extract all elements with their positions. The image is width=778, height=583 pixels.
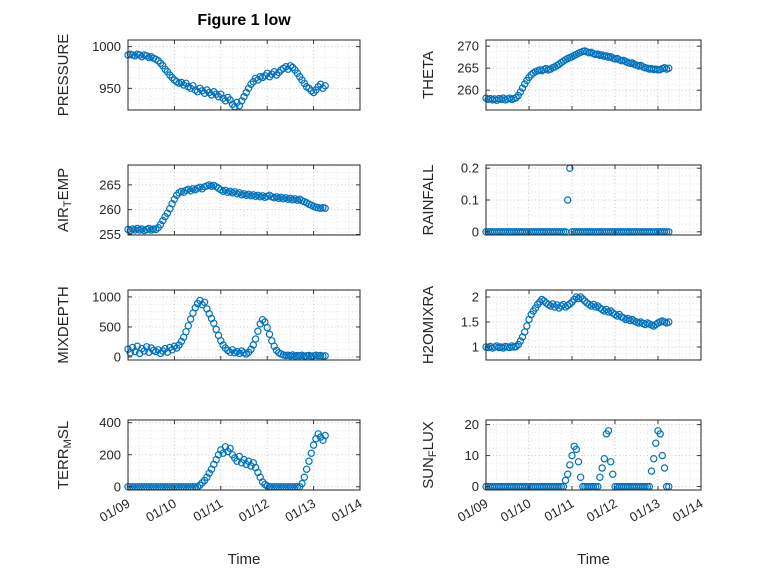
svg-text:265: 265 bbox=[99, 177, 121, 192]
ylabel-air-temp: AIRTEMP bbox=[55, 168, 74, 232]
subplot-pressure: 950 1000 PRESSURE bbox=[55, 34, 361, 117]
svg-text:1000: 1000 bbox=[92, 39, 121, 54]
y-tick-labels: 0 200 400 bbox=[99, 415, 121, 494]
subplot-theta: 260 265 270 THETA bbox=[420, 39, 702, 111]
svg-text:0: 0 bbox=[472, 224, 479, 239]
svg-text:01/11: 01/11 bbox=[190, 496, 225, 525]
svg-text:0: 0 bbox=[114, 349, 121, 364]
minor-grid bbox=[128, 165, 360, 235]
axes-frame bbox=[485, 419, 702, 491]
axes-frame bbox=[485, 164, 702, 236]
subplot-sun-flux: 0 10 20 SUNFLUX 01/09 01/10 01/11 01/12 01/13 01/… bbox=[420, 417, 706, 525]
ylabel-sun-flux: SUNFLUX bbox=[420, 421, 439, 489]
ylabel-theta: THETA bbox=[420, 51, 437, 99]
svg-text:2: 2 bbox=[472, 290, 479, 305]
svg-text:01/12: 01/12 bbox=[584, 496, 620, 525]
svg-text:1: 1 bbox=[472, 340, 479, 355]
svg-text:20: 20 bbox=[465, 417, 479, 432]
xlabel-time-left: Time bbox=[227, 551, 261, 568]
subplot-mixdepth: 0 500 1000 MIXDEPTH bbox=[55, 286, 361, 364]
svg-text:200: 200 bbox=[99, 447, 121, 462]
figure-title: Figure 1 low bbox=[197, 12, 291, 29]
data-points bbox=[482, 293, 673, 352]
svg-text:1.5: 1.5 bbox=[461, 315, 479, 330]
axes-frame bbox=[485, 39, 702, 111]
svg-text:270: 270 bbox=[457, 39, 479, 54]
y-tick-labels: 0 10 20 bbox=[465, 417, 479, 494]
data-points bbox=[124, 296, 329, 360]
svg-text:01/11: 01/11 bbox=[542, 496, 577, 525]
ylabel-mixdepth: MIXDEPTH bbox=[55, 286, 72, 364]
svg-text:0: 0 bbox=[114, 479, 121, 494]
y-tick-labels: 11.52 bbox=[461, 290, 479, 355]
axes-frame bbox=[485, 289, 702, 361]
svg-text:0.1: 0.1 bbox=[461, 193, 479, 208]
svg-text:950: 950 bbox=[99, 81, 121, 96]
minor-grid bbox=[486, 420, 701, 490]
svg-text:01/10: 01/10 bbox=[498, 496, 534, 525]
y-tick-labels: 950 1000 bbox=[92, 39, 121, 96]
subplot-rainfall: 0 0.1 0.2 RAINFALL bbox=[420, 161, 702, 240]
axes-frame bbox=[127, 164, 361, 236]
svg-text:0: 0 bbox=[472, 479, 479, 494]
svg-text:10: 10 bbox=[465, 448, 479, 463]
svg-text:01/09: 01/09 bbox=[97, 496, 133, 525]
ylabel-rainfall: RAINFALL bbox=[420, 165, 437, 236]
axes-frame bbox=[127, 39, 361, 111]
svg-text:260: 260 bbox=[99, 202, 121, 217]
svg-text:01/12: 01/12 bbox=[236, 496, 272, 525]
data-points bbox=[482, 47, 673, 105]
ylabel-h2omixra: H2OMIXRA bbox=[420, 286, 437, 364]
y-tick-labels: 260 265 270 bbox=[457, 39, 479, 98]
svg-text:01/13: 01/13 bbox=[282, 496, 318, 525]
y-tick-labels: 0 0.1 0.2 bbox=[461, 161, 479, 240]
svg-text:255: 255 bbox=[99, 227, 121, 242]
svg-text:01/14: 01/14 bbox=[670, 496, 706, 525]
svg-text:01/13: 01/13 bbox=[627, 496, 663, 525]
data-points bbox=[124, 181, 329, 235]
y-tick-labels: 255 260 265 bbox=[99, 177, 121, 242]
x-tick-labels: 01/09 01/10 01/11 01/12 01/13 01/14 bbox=[455, 496, 706, 525]
data-points bbox=[124, 50, 329, 111]
subplot-air-temp: 255 260 265 AIRTEMP bbox=[55, 164, 361, 242]
axes-frame bbox=[127, 289, 361, 361]
svg-text:01/09: 01/09 bbox=[455, 496, 491, 525]
svg-text:500: 500 bbox=[99, 319, 121, 334]
svg-text:265: 265 bbox=[457, 61, 479, 76]
svg-text:0.2: 0.2 bbox=[461, 161, 479, 176]
svg-text:400: 400 bbox=[99, 415, 121, 430]
ylabel-terr-msl: TERRMSL bbox=[55, 421, 74, 489]
y-tick-labels: 0 500 1000 bbox=[92, 289, 121, 364]
xlabel-time-right: Time bbox=[577, 551, 610, 568]
svg-text:1000: 1000 bbox=[92, 289, 121, 304]
svg-text:260: 260 bbox=[457, 83, 479, 98]
axes-frame bbox=[127, 419, 361, 491]
svg-text:01/10: 01/10 bbox=[143, 496, 179, 525]
svg-text:01/14: 01/14 bbox=[329, 496, 365, 525]
x-tick-labels: 01/09 01/10 01/11 01/12 01/13 01/14 bbox=[97, 496, 365, 525]
ylabel-pressure: PRESSURE bbox=[55, 34, 72, 117]
